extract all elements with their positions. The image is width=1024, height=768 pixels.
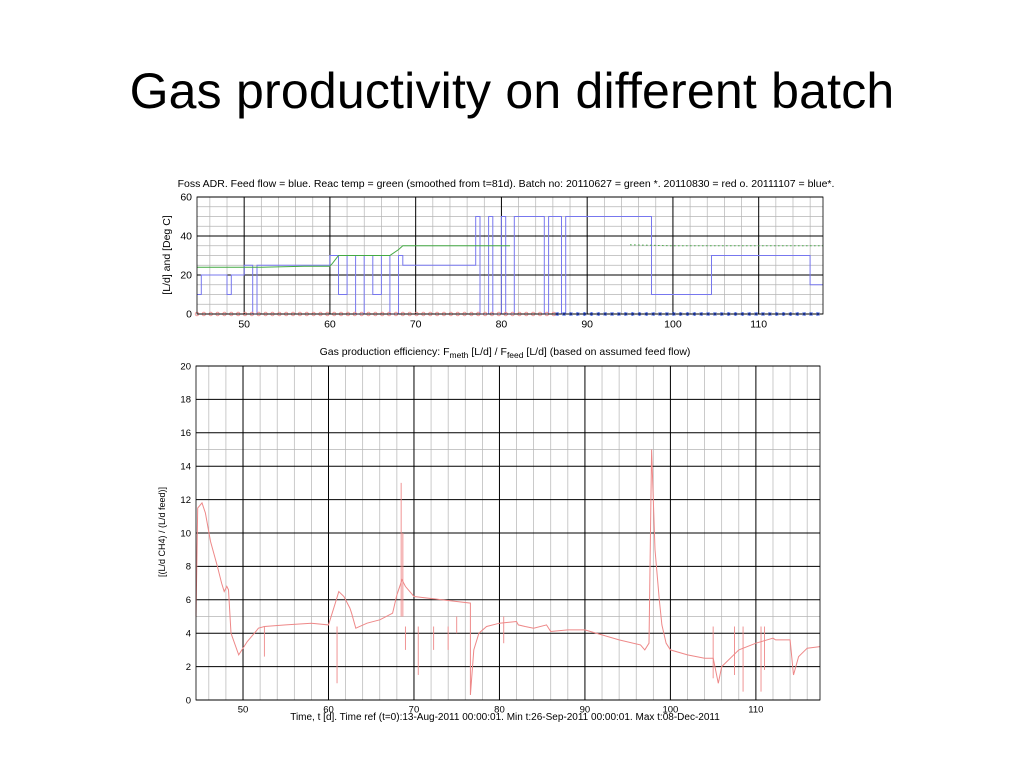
bottom-ytick-label: 20 bbox=[180, 361, 191, 372]
top-xtick-label: 70 bbox=[410, 319, 422, 331]
top-ytick-label: 20 bbox=[180, 270, 192, 282]
bottom-ytick-label: 12 bbox=[180, 495, 191, 506]
bottom-series-0-line bbox=[195, 449, 821, 696]
bottom-plot-area: 50 60 70 80 90 100 110 0 2 4 6 8 10 12 14 16 18 20 bbox=[180, 361, 821, 716]
bottom-title-mid: [L/d] / F bbox=[468, 346, 507, 358]
bottom-ytick-label: 6 bbox=[186, 595, 191, 606]
top-xtick-label: 50 bbox=[238, 319, 250, 331]
top-xtick-label: 80 bbox=[496, 319, 508, 331]
top-series-1-line bbox=[197, 245, 510, 268]
bottom-title-sub2: feed bbox=[507, 350, 524, 360]
bottom-title-sub1: meth bbox=[450, 350, 469, 360]
bottom-chart-title: Gas production efficiency: Fmeth [L/d] /… bbox=[320, 346, 691, 360]
slide-title: Gas productivity on different batch bbox=[129, 63, 895, 119]
bottom-ytick-label: 0 bbox=[186, 695, 191, 706]
bottom-xtick-label: 60 bbox=[323, 705, 334, 716]
bottom-xtick-label: 80 bbox=[494, 705, 505, 716]
top-xtick-label: 60 bbox=[324, 319, 336, 331]
bottom-xtick-label: 100 bbox=[662, 705, 678, 716]
bottom-ytick-label: 4 bbox=[186, 629, 191, 640]
bottom-chart-ylabel: [(L/d CH4) / (L/d feed)] bbox=[157, 487, 167, 577]
bottom-ytick-label: 18 bbox=[180, 395, 191, 406]
top-xtick-label: 90 bbox=[581, 319, 593, 331]
bottom-xtick-label: 110 bbox=[748, 705, 763, 716]
top-plot-area: 50 60 70 80 90 100 110 0 20 40 60 bbox=[180, 192, 824, 331]
top-xtick-label: 110 bbox=[750, 319, 767, 331]
bottom-title-tail: [L/d] (based on assumed feed flow) bbox=[523, 346, 690, 358]
bottom-xtick-label: 50 bbox=[238, 705, 249, 716]
bottom-ytick-label: 14 bbox=[180, 462, 191, 473]
top-frame bbox=[196, 196, 824, 315]
top-ytick-label: 0 bbox=[186, 309, 192, 321]
top-ytick-label: 60 bbox=[180, 192, 192, 204]
bottom-ytick-label: 16 bbox=[180, 428, 191, 439]
bottom-ytick-label: 8 bbox=[186, 562, 191, 573]
top-xtick-label: 100 bbox=[664, 319, 682, 331]
bottom-frame bbox=[195, 365, 821, 701]
top-ytick-label: 40 bbox=[180, 231, 192, 243]
bottom-title-main: Gas production efficiency: F bbox=[320, 346, 450, 358]
bottom-chart-xlabel: Time, t [d]. Time ref (t=0):13-Aug-2011 … bbox=[290, 712, 720, 723]
top-chart-ylabel: [L/d] and [Deg C] bbox=[161, 215, 173, 294]
bottom-xtick-label: 90 bbox=[580, 705, 591, 716]
top-chart-title: Foss ADR. Feed flow = blue. Reac temp = … bbox=[178, 178, 835, 190]
bottom-ytick-label: 2 bbox=[186, 662, 191, 673]
bottom-xtick-label: 70 bbox=[409, 705, 420, 716]
bottom-ytick-label: 10 bbox=[180, 528, 191, 539]
